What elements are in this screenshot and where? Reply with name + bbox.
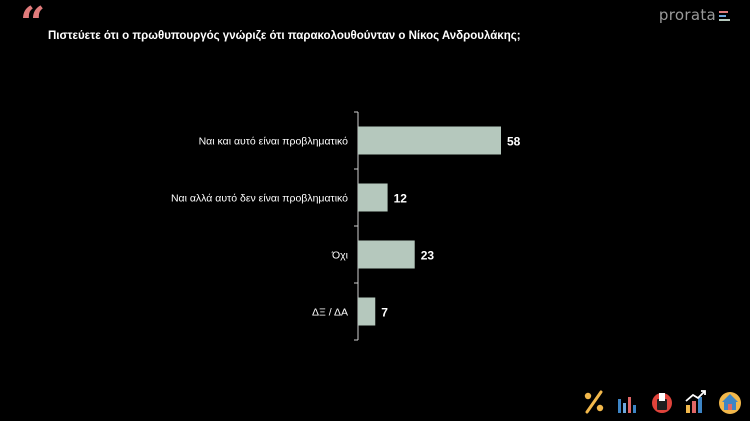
value-label: 58 [507, 135, 521, 149]
home-icon [719, 392, 741, 414]
bar [358, 183, 388, 212]
bar [358, 297, 376, 326]
value-label: 23 [421, 249, 435, 263]
brand-logo: prorata [659, 6, 730, 24]
category-label: Ναι και αυτό είναι προβληματικό [199, 136, 349, 148]
value-label: 12 [394, 192, 408, 206]
chart-title: Πιστεύετε ότι ο πρωθυπουργός γνώριζε ότι… [48, 30, 521, 42]
category-label: ΔΞ / ΔΑ [312, 307, 348, 319]
footer-icons [582, 389, 742, 415]
category-label: Όχι [331, 250, 349, 262]
bar-chart-icon [618, 397, 636, 413]
brand-mark-icon [719, 11, 730, 21]
ballot-box-icon [652, 393, 672, 413]
quote-mark-icon: “ [20, 0, 46, 49]
brand-name: prorata [658, 6, 716, 24]
category-label: Ναι αλλά αυτό δεν είναι προβληματικό [171, 193, 348, 205]
bar [358, 240, 415, 269]
trend-up-icon [685, 390, 706, 413]
value-label: 7 [381, 306, 388, 320]
bar [358, 126, 501, 155]
percent-icon [584, 390, 604, 414]
